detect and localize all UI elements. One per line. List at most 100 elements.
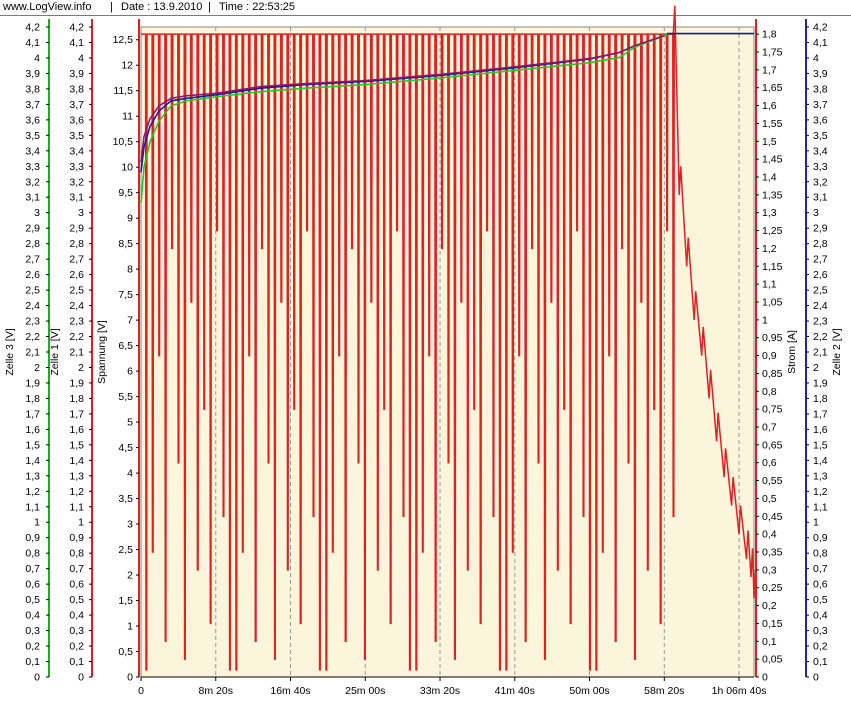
x-tick-label: 1h 06m 40s — [712, 685, 767, 697]
zelle1-tick-label: 2,5 — [69, 285, 84, 297]
zelle3-tick-label: 2,1 — [25, 347, 40, 359]
zelle2-tick-label: 1,8 — [813, 393, 828, 405]
strom-tick-label: 0,45 — [762, 511, 783, 523]
zelle1-tick-label: 4 — [78, 52, 84, 64]
spannung-tick-label: 10 — [121, 162, 133, 174]
zelle1-tick-label: 3,5 — [69, 130, 84, 142]
zelle3-tick-label: 0,3 — [25, 625, 40, 637]
zelle3-tick-label: 3,8 — [25, 83, 40, 95]
plot-area — [140, 5, 757, 678]
zelle3-tick-label: 3,1 — [25, 192, 40, 204]
zelle2-tick-label: 1,6 — [813, 424, 828, 436]
x-tick-label: 25m 00s — [345, 685, 385, 697]
x-tick-label: 8m 20s — [199, 685, 233, 697]
zelle3-tick-label: 3,5 — [25, 130, 40, 142]
zelle1-tick-label: 4,1 — [69, 37, 84, 49]
strom-axis-title: Strom [A] — [786, 330, 798, 374]
spannung-tick-label: 3 — [127, 519, 133, 531]
site-label: www.LogView.info — [3, 1, 92, 13]
zelle3-tick-label: 3,2 — [25, 176, 40, 188]
zelle3-tick-label: 1,9 — [25, 377, 40, 389]
zelle2-tick-label: 1,4 — [813, 455, 828, 467]
zelle2-tick-label: 0,7 — [813, 563, 828, 575]
zelle3-axis-title: Zelle 3 [V] — [4, 328, 16, 375]
zelle1-tick-label: 1 — [78, 517, 84, 529]
zelle1-tick-label: 0,3 — [69, 625, 84, 637]
zelle3-tick-label: 2,7 — [25, 254, 40, 266]
zelle2-tick-label: 1,3 — [813, 470, 828, 482]
zelle2-tick-label: 2,5 — [813, 285, 828, 297]
zelle2-tick-label: 1,2 — [813, 486, 828, 498]
strom-tick-label: 1,8 — [762, 29, 777, 41]
zelle1-tick-label: 2 — [78, 362, 84, 374]
zelle3-tick-label: 4,1 — [25, 37, 40, 49]
strom-tick-label: 1 — [762, 314, 768, 326]
strom-tick-label: 0,95 — [762, 332, 783, 344]
zelle3-tick-label: 2,8 — [25, 238, 40, 250]
zelle2-tick-label: 0,2 — [813, 641, 828, 653]
zelle1-tick-label: 2,3 — [69, 316, 84, 328]
zelle2-tick-label: 2,4 — [813, 300, 828, 312]
zelle2-tick-label: 2,1 — [813, 347, 828, 359]
strom-tick-label: 1,6 — [762, 100, 777, 112]
zelle1-tick-label: 1,5 — [69, 439, 84, 451]
strom-tick-label: 0,85 — [762, 368, 783, 380]
zelle2-tick-label: 2,6 — [813, 269, 828, 281]
spannung-tick-label: 11,5 — [113, 85, 133, 97]
zelle1-tick-label: 0,8 — [69, 548, 84, 560]
zelle1-tick-label: 0,1 — [69, 656, 84, 668]
spannung-tick-label: 2,5 — [118, 544, 133, 556]
spannung-tick-label: 8 — [127, 264, 133, 276]
zelle1-tick-label: 3,8 — [69, 83, 84, 95]
x-tick-label: 50m 00s — [569, 685, 609, 697]
zelle1-tick-label: 1,7 — [69, 408, 84, 420]
zelle2-tick-label: 0,8 — [813, 548, 828, 560]
spannung-tick-label: 10,5 — [113, 136, 134, 148]
spannung-tick-label: 7,5 — [118, 289, 133, 301]
zelle2-tick-label: 2,3 — [813, 316, 828, 328]
zelle1-tick-label: 2,4 — [69, 300, 84, 312]
zelle1-tick-label: 0,7 — [69, 563, 84, 575]
spannung-tick-label: 12 — [121, 60, 133, 72]
zelle2-tick-label: 3 — [813, 207, 819, 219]
zelle2-tick-label: 0,4 — [813, 610, 828, 622]
zelle1-tick-label: 1,4 — [69, 455, 84, 467]
zelle1-tick-label: 0,2 — [69, 641, 84, 653]
strom-tick-label: 1,55 — [762, 118, 783, 130]
zelle1-tick-label: 1,1 — [69, 501, 84, 513]
strom-tick-label: 1,65 — [762, 82, 783, 94]
spannung-tick-label: 5,5 — [118, 391, 133, 403]
voltage-series-line-3 — [140, 34, 665, 163]
strom-tick-label: 0,05 — [762, 654, 783, 666]
zelle2-tick-label: 1,1 — [813, 501, 828, 513]
zelle1-tick-label: 0,9 — [69, 532, 84, 544]
strom-tick-label: 0,9 — [762, 350, 777, 362]
zelle3-tick-label: 2 — [34, 362, 40, 374]
header-separator: | — [110, 1, 113, 13]
zelle1-tick-label: 2,1 — [69, 347, 84, 359]
strom-tick-label: 1,15 — [762, 261, 783, 273]
zelle2-tick-label: 2,9 — [813, 223, 828, 235]
spannung-tick-label: 8,5 — [118, 238, 133, 250]
zelle3-tick-label: 2,6 — [25, 269, 40, 281]
zelle3-tick-label: 4,2 — [25, 22, 40, 34]
zelle2-tick-label: 4,1 — [813, 37, 828, 49]
strom-tick-label: 0,75 — [762, 404, 783, 416]
zelle1-tick-label: 3 — [78, 207, 84, 219]
zelle2-tick-label: 2,2 — [813, 331, 828, 343]
zelle1-tick-label: 2,9 — [69, 223, 84, 235]
zelle2-tick-label: 3,7 — [813, 99, 828, 111]
spannung-tick-label: 1,5 — [118, 595, 133, 607]
zelle3-tick-label: 0,7 — [25, 563, 40, 575]
zelle2-tick-label: 0 — [813, 672, 819, 684]
zelle2-tick-label: 2 — [813, 362, 819, 374]
zelle2-tick-label: 3,2 — [813, 176, 828, 188]
zelle2-tick-label: 1 — [813, 517, 819, 529]
zelle2-tick-label: 0,3 — [813, 625, 828, 637]
strom-tick-label: 0,8 — [762, 386, 777, 398]
axes: 0 8m 20s 16m 40s 25m 00s 33m 20s 41m 40s 50m 0… — [4, 19, 843, 697]
zelle2-tick-label: 0,6 — [813, 579, 828, 591]
zelle3-tick-label: 1,4 — [25, 455, 40, 467]
x-tick-label: 0 — [138, 685, 144, 697]
strom-tick-label: 0,2 — [762, 600, 777, 612]
